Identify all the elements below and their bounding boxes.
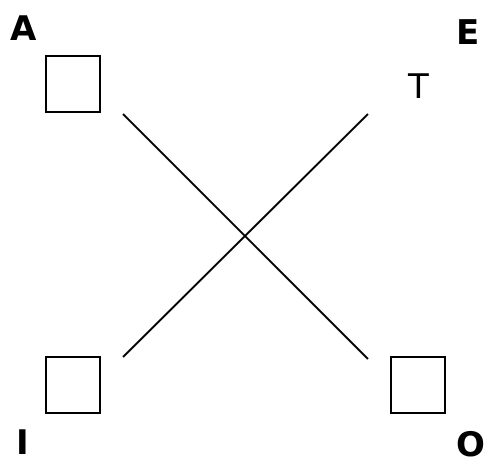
corner-label-e: E <box>456 13 480 53</box>
corner-label-a: A <box>10 9 37 49</box>
checkbox-o[interactable] <box>390 356 446 414</box>
corner-label-i: I <box>16 423 29 463</box>
checkbox-i[interactable] <box>45 356 101 414</box>
checkbox-a[interactable] <box>45 55 101 113</box>
diagonal-e-to-i <box>122 113 369 358</box>
truth-marker-e: T <box>408 67 429 107</box>
corner-label-o: O <box>456 425 485 465</box>
